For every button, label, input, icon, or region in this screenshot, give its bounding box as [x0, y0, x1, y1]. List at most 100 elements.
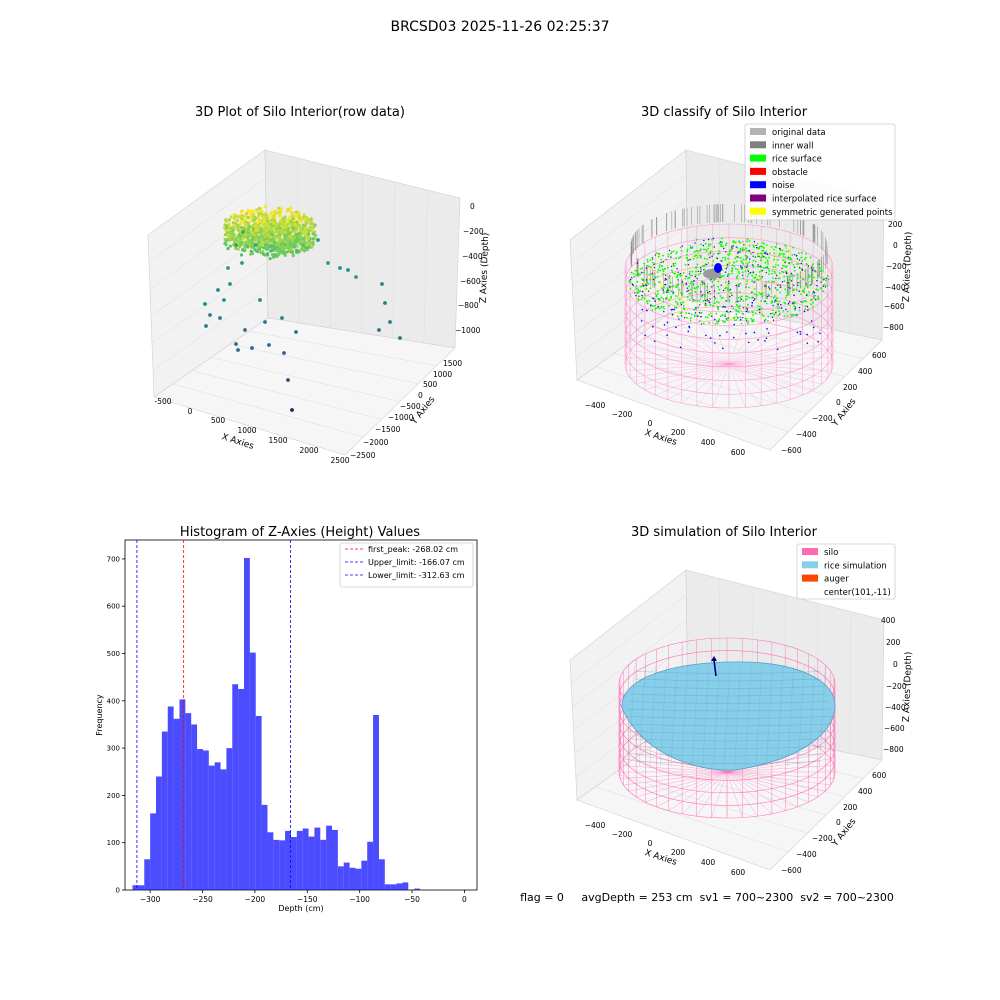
simulation-x-tick: −400 — [585, 821, 606, 830]
histogram-bar — [208, 765, 215, 890]
classify-z-tick: 200 — [888, 220, 903, 229]
histogram-bar — [261, 804, 268, 890]
classify-y-tick: −600 — [781, 446, 802, 455]
histogram-bar — [150, 813, 157, 890]
classify-legend-swatch — [750, 128, 766, 135]
histogram-x-tick-label: 0 — [462, 895, 467, 904]
histogram-bar — [273, 839, 280, 890]
histogram-bar — [226, 748, 233, 890]
simulation-y-tick: 200 — [843, 803, 858, 812]
simulation-y-tick: −200 — [812, 834, 833, 843]
classify-x-ticks: −400 −200 0 200 400 600 — [585, 401, 746, 457]
classify-z-tick: 0 — [893, 241, 898, 250]
raw-z-tick: −600 — [460, 277, 481, 286]
histogram-bar — [202, 750, 209, 890]
classify-legend: original data inner wall rice surface obsta… — [744, 123, 896, 221]
classify-z-tick: −600 — [884, 302, 905, 311]
histogram-bar — [285, 830, 291, 890]
raw-y-tick: 500 — [423, 380, 438, 389]
histogram-bar — [296, 830, 303, 890]
histogram-x-tick-label: −50 — [404, 895, 420, 904]
classify-legend-swatch — [750, 194, 766, 202]
histogram-bar — [378, 859, 385, 890]
raw-x-tick: 1000 — [237, 426, 256, 435]
classify-legend-swatch — [750, 207, 766, 215]
raw-x-tick: 1500 — [268, 436, 287, 445]
raw-x-axis-label: X Axies — [220, 432, 255, 452]
classify-panel: 3D classify of Silo Interior original da… — [569, 105, 914, 457]
histogram-legend-label: Upper_limit: -166.07 cm — [368, 558, 465, 567]
classify-legend-label: original data — [772, 128, 826, 138]
histogram-legend-label: Lower_limit: -312.63 cm — [368, 571, 465, 580]
raw-x-tick: -500 — [154, 397, 171, 406]
classify-x-tick: 0 — [648, 419, 653, 428]
histogram-bar — [179, 699, 186, 890]
raw-z-tick: −800 — [458, 301, 479, 310]
histogram-bar — [390, 884, 397, 890]
raw-3d-box — [147, 149, 461, 456]
simulation-y-axis-label: Y Axies — [830, 817, 859, 850]
histogram-bar — [244, 557, 250, 890]
simulation-y-tick: 0 — [836, 818, 841, 827]
histogram-x-tick-label: −150 — [297, 895, 318, 904]
classify-z-tick: −400 — [885, 283, 906, 292]
histogram-bar — [349, 867, 356, 890]
histogram-bar — [396, 883, 403, 890]
simulation-z-tick: −200 — [886, 682, 907, 691]
figure-suptitle: BRCSD03 2025-11-26 02:25:37 — [390, 19, 609, 35]
histogram-bar — [343, 862, 350, 890]
raw-z-tick: 0 — [470, 202, 475, 211]
simulation-z-tick: 200 — [886, 638, 901, 647]
classify-x-tick: 200 — [671, 428, 686, 437]
simulation-x-ticks: −400 −200 0 200 400 600 — [585, 821, 746, 877]
classify-legend-swatch — [750, 141, 766, 149]
classify-y-tick: −200 — [812, 414, 833, 423]
histogram-bar — [355, 868, 362, 890]
classify-z-axis-label: Z Axies (Depth) — [902, 232, 914, 303]
histogram-bar — [402, 882, 409, 890]
histogram-x-ticks: −300 −250 −200 −150 −100 −50 0 — [140, 890, 467, 904]
classify-legend-label: obstacle — [772, 168, 808, 178]
classify-legend-label: interpolated rice surface — [772, 195, 877, 205]
raw-y-tick: −2500 — [350, 451, 376, 460]
raw-x-tick: 2000 — [299, 446, 318, 455]
histogram-bar — [361, 860, 368, 890]
simulation-panel: 3D simulation of Silo Interior silo rice … — [569, 525, 914, 877]
classify-x-tick: −400 — [585, 401, 606, 410]
raw-z-tick: −400 — [462, 252, 483, 261]
classify-z-ticks: 200 0 −200 −400 −600 −800 — [883, 220, 907, 332]
classify-legend-swatch — [750, 181, 766, 189]
status-line: flag = 0 avgDepth = 253 cm sv1 = 700~230… — [520, 891, 894, 904]
simulation-y-ticks: 600 400 200 0 −200 −400 −600 — [781, 771, 887, 875]
simulation-legend-label: auger — [824, 575, 849, 585]
histogram-x-tick-label: −300 — [140, 895, 161, 904]
histogram-bar — [220, 769, 227, 890]
simulation-x-tick: 0 — [648, 839, 653, 848]
raw-z-ticks: 0 −200 −400 −600 −800 −1000 — [455, 202, 484, 335]
classify-x-tick: −200 — [612, 410, 633, 419]
classify-x-tick: 600 — [731, 448, 746, 457]
histogram-legend: first_peak: -268.02 cm Upper_limit: -166.… — [339, 542, 474, 588]
histogram-bar — [308, 836, 315, 890]
classify-y-tick: 200 — [843, 383, 858, 392]
classify-panel-title: 3D classify of Silo Interior — [641, 105, 808, 120]
histogram-x-tick-label: −100 — [349, 895, 370, 904]
simulation-z-axis-label: Z Axies (Depth) — [902, 652, 914, 723]
histogram-bar — [279, 840, 286, 890]
classify-y-tick: −400 — [796, 430, 817, 439]
histogram-bar — [214, 762, 221, 890]
histogram-y-tick-label: 300 — [107, 745, 120, 753]
classify-y-tick: 400 — [858, 367, 873, 376]
classify-y-tick: 600 — [872, 351, 887, 360]
classify-y-axis-label: Y Axies — [830, 397, 859, 430]
simulation-x-tick: −200 — [612, 830, 633, 839]
simulation-y-tick: 600 — [872, 771, 887, 780]
histogram-bar — [302, 828, 309, 890]
classify-z-tick: −200 — [886, 262, 907, 271]
raw-z-tick: −1000 — [455, 326, 481, 335]
histogram-y-tick-label: 0 — [116, 887, 120, 895]
histogram-bar — [132, 885, 139, 890]
histogram-bar — [238, 688, 245, 890]
histogram-bar — [290, 837, 297, 890]
